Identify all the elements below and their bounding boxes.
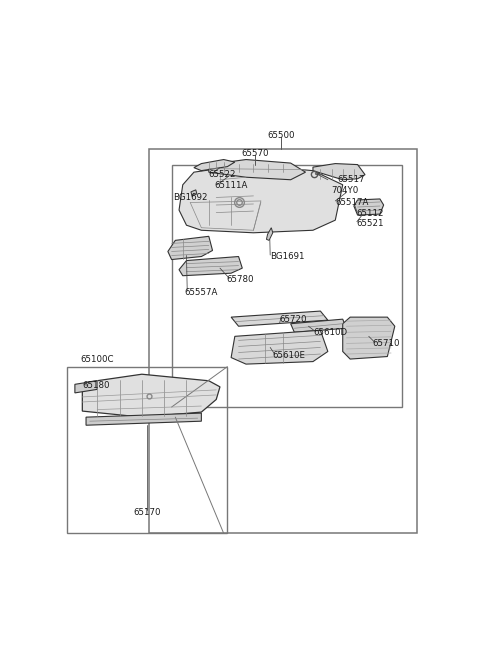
- Text: 65500: 65500: [267, 131, 295, 140]
- Polygon shape: [179, 165, 343, 233]
- Text: 65610E: 65610E: [272, 351, 305, 360]
- Polygon shape: [83, 374, 220, 417]
- Polygon shape: [179, 256, 242, 276]
- Polygon shape: [191, 190, 197, 196]
- Text: 65610D: 65610D: [313, 328, 347, 337]
- Polygon shape: [354, 199, 384, 215]
- Bar: [67, 367, 228, 533]
- Polygon shape: [290, 319, 347, 333]
- Text: 65710: 65710: [372, 339, 400, 348]
- Text: 65780: 65780: [227, 276, 254, 284]
- Text: 65170: 65170: [133, 508, 161, 517]
- Polygon shape: [209, 159, 305, 180]
- Polygon shape: [266, 228, 273, 240]
- Polygon shape: [194, 159, 235, 171]
- Bar: [149, 150, 417, 533]
- Text: 65111A: 65111A: [215, 181, 248, 190]
- Text: 65720: 65720: [279, 315, 307, 323]
- Polygon shape: [75, 380, 97, 393]
- Text: 65517A: 65517A: [335, 198, 369, 207]
- Text: 65112: 65112: [357, 209, 384, 218]
- Text: 65522: 65522: [209, 170, 236, 179]
- Polygon shape: [168, 236, 213, 260]
- Polygon shape: [343, 317, 395, 359]
- Text: 65570: 65570: [241, 149, 269, 158]
- Text: 65100C: 65100C: [81, 355, 114, 364]
- Text: 65517: 65517: [337, 175, 365, 184]
- Polygon shape: [231, 311, 328, 326]
- Text: BG1691: BG1691: [270, 252, 305, 261]
- Text: 704Y0: 704Y0: [332, 186, 359, 195]
- Text: BG1692: BG1692: [173, 194, 208, 203]
- Text: 65557A: 65557A: [185, 289, 218, 297]
- Polygon shape: [86, 413, 202, 425]
- Polygon shape: [231, 330, 328, 364]
- Polygon shape: [313, 163, 365, 180]
- Text: 65521: 65521: [357, 218, 384, 228]
- Bar: [172, 165, 402, 407]
- Text: 65180: 65180: [83, 381, 110, 390]
